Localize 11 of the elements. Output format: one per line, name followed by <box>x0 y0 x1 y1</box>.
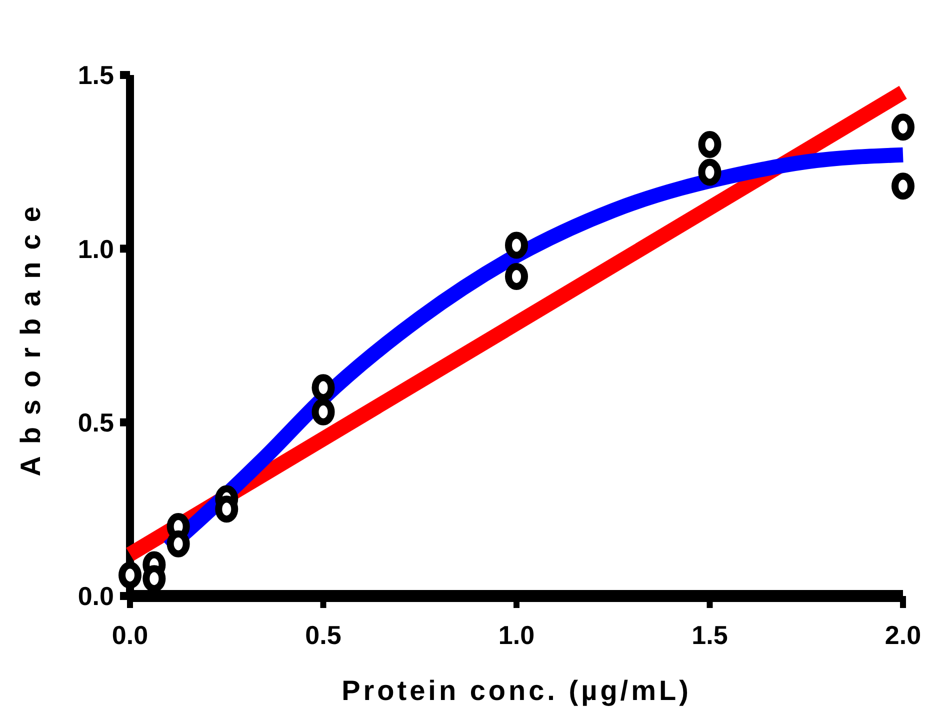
y-tick-label: 1.0 <box>78 234 114 264</box>
y-tick-label: 1.5 <box>78 60 114 90</box>
x-tick-label: 1.0 <box>498 620 535 650</box>
y-tick-label: 0.0 <box>78 581 114 612</box>
x-tick-label: 2.0 <box>884 620 922 650</box>
x-tick-label: 0.5 <box>305 620 342 650</box>
x-tick-label: 1.5 <box>692 620 728 650</box>
y-tick-label: 0.5 <box>78 407 114 438</box>
x-tick-label: 0.0 <box>112 620 148 650</box>
y-axis-title: Absorbance <box>15 194 46 476</box>
x-axis-title: Protein conc. (µg/mL) <box>342 675 692 706</box>
